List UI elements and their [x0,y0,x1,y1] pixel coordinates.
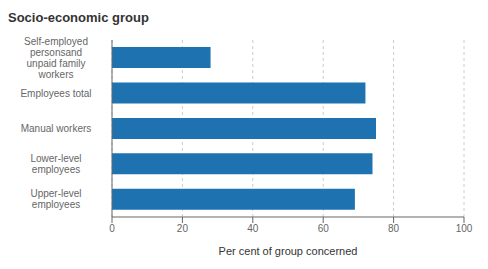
svg-text:Lower-levelemployees: Lower-levelemployees [30,153,81,175]
svg-text:0: 0 [109,223,115,234]
svg-text:Employees total: Employees total [20,88,91,99]
html-text:Socio-economic group: Socio-economic group [8,10,149,25]
svg-text:60: 60 [318,223,330,234]
svg-text:Manual workers: Manual workers [21,123,92,134]
svg-text:100: 100 [456,223,473,234]
svg-text:80: 80 [388,223,400,234]
svg-text:20: 20 [177,223,189,234]
svg-text:40: 40 [247,223,259,234]
svg-text:Self-employedpersonsandunpaid: Self-employedpersonsandunpaid familywork… [24,36,88,80]
svg-text:Per cent of group concerned: Per cent of group concerned [219,245,358,257]
svg-text:Upper-levelemployees: Upper-levelemployees [30,188,81,210]
